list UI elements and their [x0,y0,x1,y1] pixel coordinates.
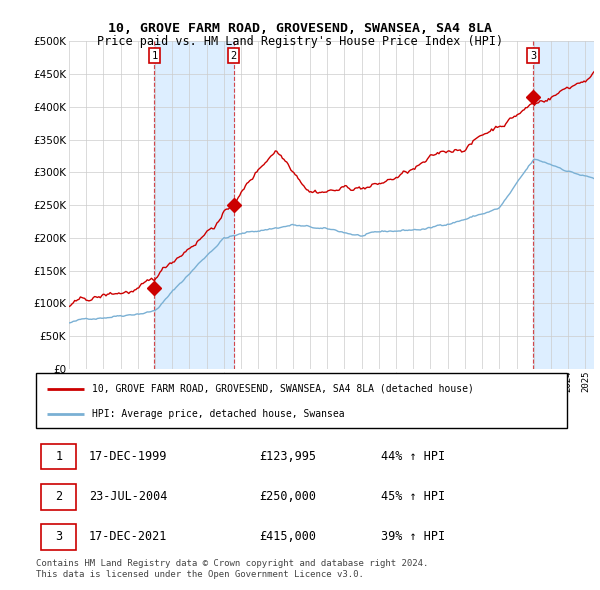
Text: Price paid vs. HM Land Registry's House Price Index (HPI): Price paid vs. HM Land Registry's House … [97,35,503,48]
FancyBboxPatch shape [41,484,76,510]
FancyBboxPatch shape [41,444,76,470]
Text: 23-JUL-2004: 23-JUL-2004 [89,490,167,503]
Bar [154,41,233,369]
Text: £250,000: £250,000 [259,490,316,503]
Text: £123,995: £123,995 [259,450,316,463]
Text: 2: 2 [55,490,62,503]
Text: 17-DEC-2021: 17-DEC-2021 [89,530,167,543]
Text: £415,000: £415,000 [259,530,316,543]
Bar [533,41,594,369]
Text: 10, GROVE FARM ROAD, GROVESEND, SWANSEA, SA4 8LA (detached house): 10, GROVE FARM ROAD, GROVESEND, SWANSEA,… [92,384,473,394]
Text: 1: 1 [55,450,62,463]
FancyBboxPatch shape [36,373,567,428]
Text: 2: 2 [230,51,236,61]
Text: 3: 3 [530,51,536,61]
Text: HPI: Average price, detached house, Swansea: HPI: Average price, detached house, Swan… [92,409,344,419]
Text: 45% ↑ HPI: 45% ↑ HPI [381,490,445,503]
Text: Contains HM Land Registry data © Crown copyright and database right 2024.
This d: Contains HM Land Registry data © Crown c… [36,559,428,579]
Text: 3: 3 [55,530,62,543]
FancyBboxPatch shape [41,524,76,550]
Text: 39% ↑ HPI: 39% ↑ HPI [381,530,445,543]
Text: 17-DEC-1999: 17-DEC-1999 [89,450,167,463]
Text: 1: 1 [151,51,158,61]
Text: 44% ↑ HPI: 44% ↑ HPI [381,450,445,463]
Text: 10, GROVE FARM ROAD, GROVESEND, SWANSEA, SA4 8LA: 10, GROVE FARM ROAD, GROVESEND, SWANSEA,… [108,22,492,35]
